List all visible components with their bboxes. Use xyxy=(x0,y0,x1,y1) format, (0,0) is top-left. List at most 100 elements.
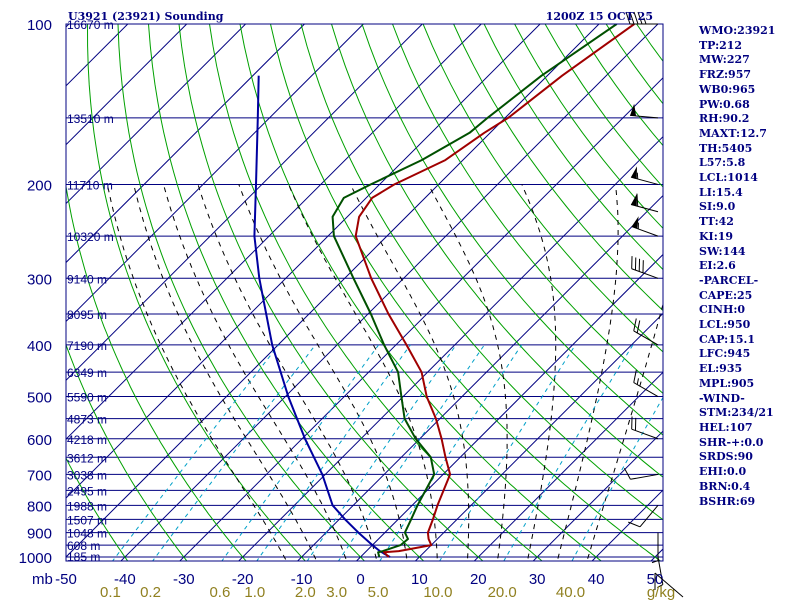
barb-full xyxy=(628,521,641,528)
dewpoint-trace xyxy=(331,24,618,558)
barb-full xyxy=(629,11,635,25)
pressure-tick-label: 700 xyxy=(27,467,52,484)
wind-barb xyxy=(631,216,659,237)
mixing-ratio-line xyxy=(256,344,411,561)
stat-line: MW:227 xyxy=(699,53,750,67)
stat-line: BSHR:69 xyxy=(699,494,756,508)
height-label: 185 m xyxy=(67,550,100,564)
dry-adiabat xyxy=(209,24,543,561)
stat-line: LCL:950 xyxy=(699,318,751,332)
stat-line: WMO:23921 xyxy=(699,24,776,37)
mixing-ratio-line xyxy=(306,344,457,561)
barb-full xyxy=(633,11,639,25)
barb-half xyxy=(637,222,639,229)
dry-adiabat xyxy=(87,24,306,561)
barb-full xyxy=(634,417,637,431)
moist-adiabat xyxy=(238,184,408,561)
pressure-tick-label: 200 xyxy=(27,177,52,194)
isotherm xyxy=(179,77,663,561)
dry-adiabat xyxy=(66,456,129,561)
barb-full xyxy=(636,320,641,333)
barb-pennant xyxy=(630,166,637,179)
mixing-ratio-label: 0.1 xyxy=(100,584,121,600)
barb-staff xyxy=(631,226,659,237)
isotherm xyxy=(66,24,129,87)
mixing-ratio-label: 3.0 xyxy=(326,584,347,600)
stat-line: TP:212 xyxy=(699,38,743,52)
stat-line: SRDS:90 xyxy=(699,450,753,464)
height-label: 3612 m xyxy=(67,451,107,465)
moist-adiabat xyxy=(556,184,619,561)
height-label: 4218 m xyxy=(67,433,107,447)
height-label: 608 m xyxy=(67,539,100,553)
moist-adiabat xyxy=(197,184,378,561)
height-label: 1988 m xyxy=(67,499,107,513)
temperature-tick-label: 20 xyxy=(470,571,487,588)
temperature-tick-label: 0 xyxy=(356,571,364,588)
barb-staff xyxy=(630,203,659,213)
mixing-ratio-label: 20.0 xyxy=(488,584,517,600)
isotherm xyxy=(414,312,663,561)
temperature-tick-label: -50 xyxy=(55,571,77,588)
height-label: 9140 m xyxy=(67,272,107,286)
height-label: 4873 m xyxy=(67,413,107,427)
wind-barb xyxy=(631,256,659,279)
stat-line: LI:15.4 xyxy=(699,185,743,199)
dry-adiabat xyxy=(239,24,603,561)
moist-adiabat xyxy=(586,302,663,561)
barb-half xyxy=(657,584,664,589)
height-label: 7190 m xyxy=(67,339,107,353)
pressure-unit-label: mb xyxy=(32,571,53,588)
dry-adiabat xyxy=(148,24,425,561)
stat-line: MAXT:12.7 xyxy=(699,126,767,140)
isotherm xyxy=(66,24,364,323)
barb-full xyxy=(638,258,641,272)
barb-staff xyxy=(633,382,659,397)
mixing-ratio-line xyxy=(503,344,634,561)
pressure-tick-label: 800 xyxy=(27,498,52,515)
moist-adiabat xyxy=(427,184,508,561)
barb-staff xyxy=(630,176,659,185)
barb-pennant xyxy=(631,216,639,229)
grid-lines xyxy=(66,24,663,561)
stat-line: SW:144 xyxy=(699,244,746,258)
barb-pennant xyxy=(630,103,637,116)
stat-line: RH:90.2 xyxy=(699,112,750,126)
wind-barb xyxy=(633,370,659,397)
barb-full xyxy=(623,467,631,480)
pressure-tick-label: 500 xyxy=(27,390,52,407)
isotherm xyxy=(66,24,541,499)
parcel-trace xyxy=(253,75,391,558)
mixing-ratio-line xyxy=(439,344,576,561)
wind-barb xyxy=(631,416,659,440)
profile-lines xyxy=(253,24,635,558)
height-label: 2495 m xyxy=(67,484,107,498)
wind-barb xyxy=(630,166,659,185)
mixing-ratio-label: 0.2 xyxy=(140,584,161,600)
isotherm xyxy=(237,135,663,561)
temperature-tick-label: -30 xyxy=(173,571,195,588)
pressure-tick-label: 1000 xyxy=(19,550,52,567)
stat-line: TH:5405 xyxy=(699,141,753,155)
barb-full xyxy=(633,370,637,383)
isotherm xyxy=(66,24,188,146)
mixing-ratio-label: 5.0 xyxy=(368,584,389,600)
hodograph-line xyxy=(654,572,684,598)
isotherm xyxy=(473,371,663,561)
temperature-tick-label: -10 xyxy=(291,571,313,588)
moist-adiabat xyxy=(521,184,557,561)
dry-adiabat xyxy=(66,343,188,561)
stat-line: KI:19 xyxy=(699,229,734,243)
stat-line: BRN:0.4 xyxy=(699,479,751,493)
barb-pennant xyxy=(630,193,637,207)
pressure-tick-label: 100 xyxy=(27,17,52,34)
mixing-ratio-label: 40.0 xyxy=(556,584,585,600)
moist-adiabat xyxy=(350,184,470,561)
dry-adiabat xyxy=(331,24,663,478)
temperature-tick-label: 30 xyxy=(529,571,546,588)
barb-full xyxy=(642,260,644,273)
barb-full xyxy=(637,11,643,25)
mixing-ratio-line xyxy=(337,344,485,561)
barb-full xyxy=(636,193,639,207)
